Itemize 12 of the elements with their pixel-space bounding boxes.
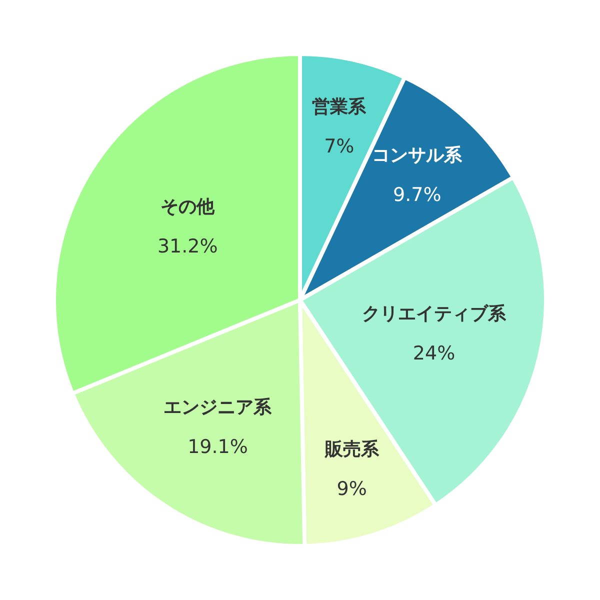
slice-label: コンサル系 [372,144,464,166]
slice-label: その他 [160,196,216,218]
data-label: 31.2% [157,236,218,258]
slice-label: クリエイティブ系 [362,304,508,325]
data-label: 9% [336,478,367,500]
slice-label: 販売系 [324,438,380,460]
data-label: 24% [412,342,456,365]
slice-label: 営業系 [312,96,368,118]
data-label: 19.1% [188,436,248,458]
slice-label: エンジニア系 [164,397,273,418]
data-label: 7% [324,136,354,158]
data-label: 9.7% [393,184,442,206]
